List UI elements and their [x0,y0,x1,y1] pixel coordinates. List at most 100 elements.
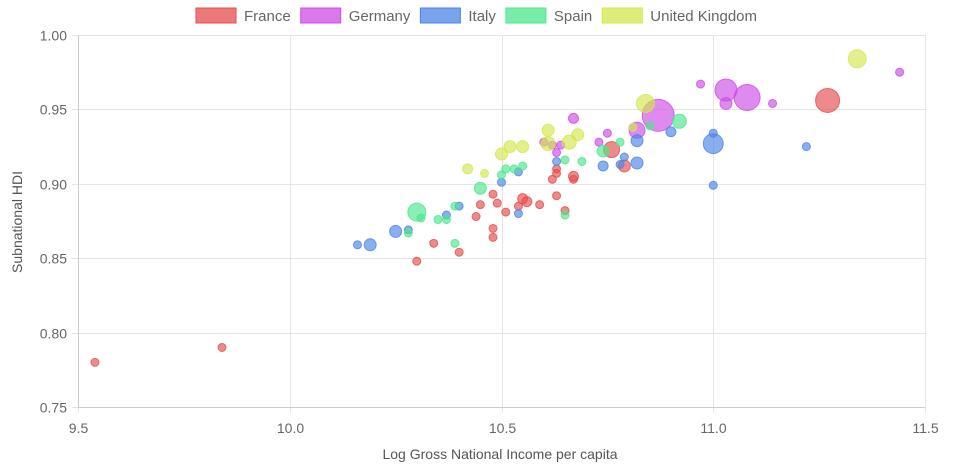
data-point[interactable] [501,164,511,174]
data-point[interactable] [552,168,562,178]
data-point[interactable] [450,201,460,211]
y-tick-label: 0.85 [40,251,67,267]
legend-swatch [601,7,643,24]
data-point[interactable] [433,215,443,225]
data-point[interactable] [503,140,517,154]
data-point[interactable] [412,256,422,266]
x-axis-ticks: 9.5 10.0 10.5 11.0 11.5 [69,420,939,436]
data-point[interactable] [630,156,644,170]
data-point[interactable] [492,198,502,208]
data-point[interactable] [671,113,687,129]
data-point[interactable] [665,126,677,138]
data-point[interactable] [630,134,644,148]
series-italy [353,126,811,252]
y-tick-label: 0.95 [40,102,67,118]
data-point[interactable] [560,210,570,220]
data-point[interactable] [501,207,511,217]
data-point[interactable] [847,49,867,69]
data-point[interactable] [454,247,464,257]
data-point[interactable] [696,79,706,89]
data-point[interactable] [597,160,609,172]
data-point[interactable] [513,209,523,219]
data-point[interactable] [495,147,508,161]
y-axis-title: Subnational HDI [9,171,25,273]
y-tick-label: 0.80 [40,326,67,342]
data-point[interactable] [480,168,490,178]
legend-item-germany[interactable]: Germany [300,7,411,25]
x-tick-label: 9.5 [69,420,89,436]
data-point[interactable] [635,93,655,113]
data-point[interactable] [521,196,533,208]
data-point[interactable] [353,240,363,250]
data-point[interactable] [602,128,612,138]
data-point[interactable] [560,155,570,165]
data-point[interactable] [488,223,498,233]
grid-lines [72,35,926,413]
y-tick-label: 1.00 [40,28,67,44]
data-point[interactable] [540,136,556,152]
data-point[interactable] [895,67,905,77]
data-point[interactable] [768,98,778,108]
data-point[interactable] [552,191,562,201]
series-united-kingdom [462,49,867,178]
data-point[interactable] [363,238,377,252]
data-point[interactable] [708,180,718,190]
data-point[interactable] [535,200,545,210]
legend-swatch [195,7,237,24]
data-point[interactable] [471,212,481,222]
legend: France Germany Italy Spain United Kingdom [195,7,757,25]
legend-label: Germany [349,8,411,25]
data-point[interactable] [628,122,638,132]
data-point[interactable] [541,123,555,137]
legend-item-united-kingdom[interactable]: United Kingdom [601,7,757,25]
series-france [90,87,841,367]
data-point[interactable] [547,174,557,184]
data-point[interactable] [403,228,413,238]
data-point[interactable] [577,156,587,166]
data-point[interactable] [90,357,100,367]
data-point[interactable] [441,215,451,225]
data-point[interactable] [429,238,439,248]
data-point[interactable] [217,342,227,352]
legend-item-italy[interactable]: Italy [419,7,496,25]
data-point[interactable] [571,128,585,142]
legend-label: United Kingdom [650,8,757,25]
data-point[interactable] [552,148,562,158]
legend-item-spain[interactable]: Spain [505,7,592,25]
data-point[interactable] [497,177,506,187]
data-point[interactable] [488,232,498,242]
data-point[interactable] [567,112,579,124]
legend-item-france[interactable]: France [195,7,291,25]
data-point[interactable] [450,238,460,248]
data-point[interactable] [568,174,578,184]
data-point[interactable] [516,140,530,154]
data-point[interactable] [702,133,724,155]
data-point[interactable] [488,189,498,199]
x-tick-label: 10.5 [489,420,516,436]
y-tick-label: 0.75 [40,400,67,416]
data-point[interactable] [815,87,841,113]
data-point[interactable] [462,163,474,175]
data-point[interactable] [497,170,506,180]
data-point[interactable] [389,224,403,238]
data-point[interactable] [801,142,811,152]
data-point[interactable] [552,156,562,166]
x-tick-label: 10.0 [277,420,304,436]
legend-label: Spain [554,8,592,25]
legend-swatch [505,7,547,24]
data-point[interactable] [733,83,761,111]
legend-swatch [300,7,342,24]
data-point[interactable] [509,164,519,174]
data-points [90,49,905,367]
data-point[interactable] [518,161,528,171]
data-point[interactable] [619,152,629,162]
data-point[interactable] [596,144,610,158]
data-point[interactable] [416,213,426,223]
data-point[interactable] [475,200,485,210]
data-point[interactable] [645,121,655,131]
data-point[interactable] [473,181,487,195]
y-tick-label: 0.90 [40,177,67,193]
data-point[interactable] [615,137,625,147]
data-point[interactable] [615,159,625,169]
